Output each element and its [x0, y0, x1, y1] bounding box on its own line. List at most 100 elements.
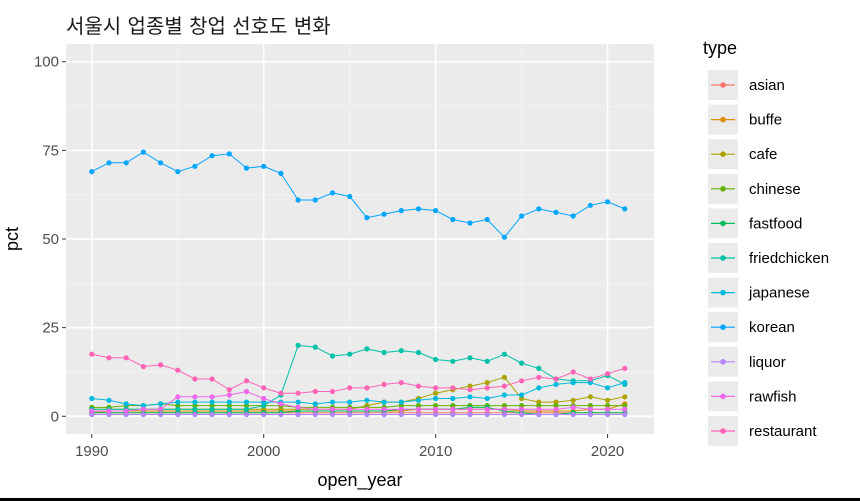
data-point-cafe: [570, 397, 576, 403]
data-point-cafe: [587, 394, 594, 400]
data-point-rawfish: [89, 408, 95, 414]
data-point-restaurant: [467, 387, 473, 393]
data-point-restaurant: [415, 383, 422, 389]
bottom-rule: [0, 498, 860, 501]
data-point-rawfish: [106, 408, 112, 414]
data-point-restaurant: [347, 385, 353, 391]
data-point-restaurant: [226, 387, 232, 393]
data-point-rawfish: [415, 406, 422, 412]
legend-key-point: [720, 186, 726, 192]
data-point-korean: [450, 216, 456, 223]
data-point-restaurant: [381, 381, 387, 387]
data-point-liquor: [329, 411, 336, 418]
data-point-rawfish: [605, 406, 611, 412]
data-point-korean: [536, 206, 542, 212]
data-point-restaurant: [312, 388, 318, 395]
x-tick-label: 2010: [419, 443, 452, 460]
data-point-rawfish: [622, 406, 628, 412]
data-point-rawfish: [570, 404, 576, 410]
data-point-friedchicken: [192, 406, 198, 412]
data-point-friedchicken: [536, 365, 542, 371]
series-korean: [89, 149, 628, 240]
data-point-japanese: [261, 399, 267, 405]
data-point-japanese: [398, 399, 404, 405]
legend-label: chinese: [749, 181, 801, 198]
data-point-rawfish: [140, 406, 146, 412]
legend-label: rawfish: [749, 388, 797, 405]
data-point-chinese: [501, 403, 507, 409]
data-point-liquor: [622, 411, 628, 418]
data-point-japanese: [536, 385, 542, 391]
data-point-restaurant: [329, 388, 336, 395]
data-point-korean: [209, 153, 215, 159]
data-point-restaurant: [501, 383, 507, 389]
data-point-restaurant: [158, 362, 164, 368]
data-point-friedchicken: [347, 351, 353, 357]
data-point-chinese: [536, 403, 542, 409]
data-point-korean: [140, 149, 146, 155]
data-point-liquor: [553, 411, 559, 418]
data-point-restaurant: [587, 376, 594, 382]
data-point-liquor: [450, 411, 456, 418]
legend-item-japanese: japanese: [708, 277, 810, 308]
y-tick-label: 50: [42, 231, 59, 248]
data-point-rawfish: [192, 394, 198, 400]
data-point-rawfish: [209, 394, 215, 400]
data-point-friedchicken: [381, 349, 387, 356]
data-point-restaurant: [89, 351, 95, 357]
data-point-friedchicken: [398, 348, 404, 354]
data-point-restaurant: [570, 369, 576, 375]
legend-item-liquor: liquor: [708, 346, 786, 377]
data-point-korean: [622, 206, 628, 212]
data-point-liquor: [467, 411, 473, 418]
legend-label: buffe: [749, 112, 782, 129]
legend-item-asian: asian: [708, 70, 785, 100]
data-point-restaurant: [519, 378, 525, 384]
data-point-liquor: [312, 411, 318, 418]
data-point-liquor: [605, 411, 611, 418]
legend-label: fastfood: [749, 215, 802, 232]
data-point-liquor: [175, 411, 181, 418]
data-point-liquor: [192, 411, 198, 418]
data-point-rawfish: [501, 406, 507, 412]
data-point-friedchicken: [364, 346, 370, 352]
data-point-rawfish: [261, 395, 267, 402]
x-axis-title: open_year: [317, 470, 402, 491]
data-point-liquor: [295, 411, 301, 418]
data-point-friedchicken: [467, 355, 473, 361]
data-point-chinese: [519, 403, 525, 409]
data-point-liquor: [347, 411, 353, 418]
data-point-korean: [519, 213, 525, 219]
x-tick-label: 2020: [591, 443, 624, 460]
legend-key-point: [720, 324, 726, 331]
data-point-rawfish: [450, 406, 456, 412]
y-axis-title: pct: [2, 227, 22, 251]
data-point-japanese: [519, 392, 525, 398]
data-point-liquor: [158, 411, 164, 418]
data-point-rawfish: [226, 392, 232, 398]
data-point-korean: [243, 165, 250, 171]
data-point-friedchicken: [295, 342, 301, 348]
series-line-restaurant: [91, 353, 625, 394]
legend-item-friedchicken: friedchicken: [708, 243, 829, 273]
series-line-japanese: [91, 382, 625, 407]
data-point-restaurant: [553, 376, 559, 382]
data-point-korean: [398, 208, 404, 214]
y-tick-label: 25: [42, 320, 59, 337]
data-point-restaurant: [261, 385, 267, 391]
data-point-rawfish: [433, 406, 439, 412]
data-point-liquor: [381, 411, 387, 418]
data-point-japanese: [192, 399, 198, 405]
data-point-korean: [312, 197, 318, 203]
data-point-chinese: [605, 403, 611, 409]
legend-item-buffe: buffe: [708, 104, 782, 135]
data-point-chinese: [433, 403, 439, 409]
data-point-korean: [484, 216, 490, 223]
data-point-restaurant: [209, 376, 215, 382]
data-point-restaurant: [622, 365, 628, 371]
data-point-liquor: [364, 411, 370, 418]
data-point-korean: [192, 163, 198, 169]
data-point-liquor: [536, 411, 542, 418]
data-point-restaurant: [450, 385, 456, 391]
